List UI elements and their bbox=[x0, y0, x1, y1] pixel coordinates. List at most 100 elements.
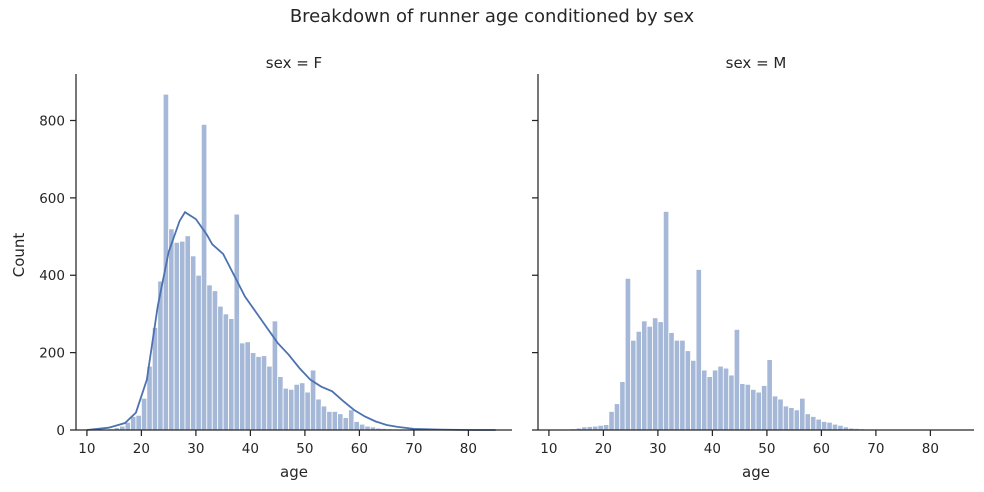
histogram-bar bbox=[135, 414, 142, 431]
histogram-bar bbox=[211, 290, 219, 431]
histogram-bar bbox=[619, 381, 626, 431]
x-tick-label: 80 bbox=[460, 441, 477, 457]
y-tick-label: 0 bbox=[56, 423, 65, 439]
y-tick-label: 600 bbox=[39, 191, 65, 207]
histogram-bar bbox=[766, 359, 773, 431]
histogram-bar bbox=[173, 241, 180, 431]
x-tick-label: 60 bbox=[813, 441, 830, 457]
histogram-bar bbox=[657, 321, 664, 431]
histogram-bar bbox=[821, 421, 828, 431]
histogram-bar bbox=[299, 382, 306, 431]
histogram-bar bbox=[750, 388, 757, 431]
x-tick-label: 10 bbox=[78, 441, 95, 457]
histogram-bar bbox=[706, 376, 713, 431]
x-tick-label: 10 bbox=[540, 441, 557, 457]
histogram-bar bbox=[728, 374, 735, 431]
histogram-bar bbox=[810, 416, 817, 431]
histogram-bar bbox=[337, 413, 344, 431]
histogram-bar bbox=[804, 413, 811, 431]
histogram-bar bbox=[662, 211, 670, 431]
y-tick-label: 800 bbox=[39, 113, 65, 129]
y-tick-label: 200 bbox=[39, 346, 65, 362]
x-tick-label: 60 bbox=[351, 441, 368, 457]
histogram-bar bbox=[722, 367, 730, 431]
histogram-bar bbox=[309, 369, 317, 431]
histogram-bar bbox=[668, 332, 675, 431]
histogram-bar bbox=[277, 376, 284, 431]
y-axis-label: Count bbox=[10, 233, 28, 278]
histogram-bar bbox=[195, 274, 202, 431]
x-tick-label: 30 bbox=[649, 441, 666, 457]
histogram-bar bbox=[695, 269, 702, 431]
histogram-bar bbox=[761, 385, 768, 431]
histogram-bar bbox=[815, 418, 822, 431]
histogram-bar bbox=[179, 240, 186, 431]
histogram-bar bbox=[304, 391, 311, 431]
histogram-bar bbox=[249, 352, 257, 431]
histogram-bar bbox=[217, 305, 224, 431]
histogram-bar bbox=[739, 383, 746, 431]
histogram-bar bbox=[771, 395, 779, 431]
histogram-bar bbox=[673, 339, 681, 431]
panel-title: sex = M bbox=[726, 54, 787, 72]
histogram-bar bbox=[239, 342, 246, 431]
histogram-bar bbox=[233, 213, 240, 431]
x-tick-label: 30 bbox=[187, 441, 204, 457]
x-tick-label: 80 bbox=[922, 441, 939, 457]
histogram-bar bbox=[190, 255, 197, 431]
histogram-bar bbox=[635, 330, 642, 431]
x-tick-label: 70 bbox=[405, 441, 422, 457]
x-tick-label: 20 bbox=[595, 441, 612, 457]
x-axis-label: age bbox=[280, 463, 308, 481]
histogram-bar bbox=[630, 339, 637, 431]
histogram-bar bbox=[799, 397, 806, 431]
histogram-bar bbox=[222, 313, 229, 431]
panel-title: sex = F bbox=[266, 54, 322, 72]
histogram-bar bbox=[777, 398, 784, 431]
x-tick-label: 50 bbox=[758, 441, 775, 457]
histogram-bar bbox=[315, 398, 322, 431]
histogram-bar bbox=[168, 228, 175, 431]
histogram-bar bbox=[744, 383, 751, 431]
kde-line bbox=[86, 210, 496, 431]
histogram-bar bbox=[228, 318, 235, 431]
x-tick-label: 50 bbox=[296, 441, 313, 457]
histogram-bar bbox=[690, 359, 697, 431]
histogram-bar bbox=[331, 411, 338, 431]
histogram-bar bbox=[646, 325, 653, 431]
x-tick-label: 40 bbox=[704, 441, 721, 457]
histogram-bar bbox=[140, 397, 148, 431]
histogram-bar bbox=[282, 387, 289, 431]
histogram-bar bbox=[652, 317, 659, 431]
histogram-bar bbox=[624, 277, 632, 431]
histogram-bar bbox=[733, 329, 741, 431]
histogram-bar bbox=[826, 421, 833, 431]
histogram-bar bbox=[837, 424, 844, 431]
x-tick-label: 70 bbox=[867, 441, 884, 457]
histogram-bar bbox=[641, 320, 648, 431]
histogram-bar bbox=[717, 365, 724, 431]
histogram-bar bbox=[342, 417, 349, 431]
histogram-bar bbox=[831, 423, 839, 431]
histogram-bar bbox=[320, 405, 328, 431]
histogram-bar bbox=[358, 423, 366, 431]
histogram-bar bbox=[597, 424, 604, 431]
x-axis-label: age bbox=[742, 463, 770, 481]
histogram-bar bbox=[782, 405, 790, 431]
histogram-bar bbox=[608, 411, 615, 431]
histogram-bar bbox=[184, 235, 191, 431]
histogram-bar bbox=[348, 409, 355, 431]
histogram-bar bbox=[603, 424, 610, 431]
histogram-bar bbox=[266, 365, 273, 431]
histogram-bar bbox=[684, 350, 692, 431]
histogram-bar bbox=[353, 421, 360, 431]
histogram-bar bbox=[712, 369, 719, 431]
x-tick-label: 40 bbox=[242, 441, 259, 457]
histogram-bar bbox=[788, 407, 795, 431]
histogram-bar bbox=[244, 341, 251, 431]
histogram-bar bbox=[130, 416, 137, 431]
histogram-bar bbox=[206, 284, 213, 431]
x-tick-label: 20 bbox=[133, 441, 150, 457]
